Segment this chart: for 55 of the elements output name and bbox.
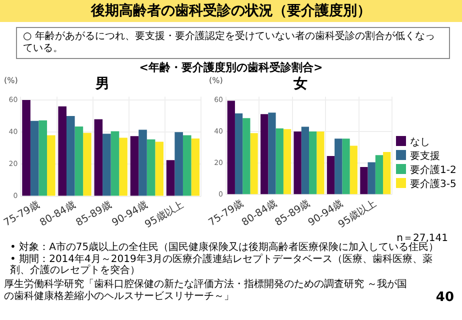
bar	[146, 139, 156, 196]
bar	[375, 155, 384, 194]
bar	[130, 136, 139, 196]
bar	[234, 113, 243, 194]
bar	[283, 129, 292, 194]
bar	[368, 162, 376, 194]
text: • 対象：A市の75歳以上の全住民（国民健康保険又は後期高齢者医療保険に加入している住民）	[10, 242, 439, 254]
bar	[74, 126, 84, 196]
bar	[383, 152, 391, 194]
bar	[94, 119, 103, 196]
bar	[174, 132, 183, 196]
text: ○ 年齢があがるにつれ、要支援・要介護認定を受けていない者の歯科受診の割合が低くなっている。	[16, 27, 450, 59]
bar	[316, 132, 324, 194]
bar	[155, 142, 164, 196]
bar	[301, 126, 310, 194]
legend-label: 要介護1-2	[410, 165, 456, 176]
bar	[268, 112, 276, 194]
bar	[119, 138, 128, 196]
bar	[191, 138, 200, 196]
bar	[22, 100, 30, 196]
bar	[227, 100, 235, 194]
bar	[47, 135, 56, 196]
legend-label: 要支援	[410, 151, 440, 162]
bar	[182, 135, 192, 196]
text: • 期間：2014年4月～2019年3月の医療介護連結レセプトデータベース（医療、歯科医療、薬剤、介護のレセプトを突合）	[10, 254, 434, 276]
bar	[309, 132, 317, 194]
text: 後期高齢者の歯科受診の状況（要介護度別）	[0, 0, 462, 22]
bar	[350, 146, 358, 194]
chart-title: 男	[94, 76, 110, 92]
bar	[294, 132, 302, 194]
bar	[342, 138, 350, 194]
legend-label: 要介護3-5	[410, 179, 456, 190]
bar	[326, 156, 335, 194]
bar	[38, 120, 48, 196]
bar	[242, 118, 250, 194]
bar	[66, 116, 75, 196]
bar	[83, 132, 92, 196]
bar	[260, 114, 268, 194]
text: 厚生労働科学研究「歯科口腔保健の新たな評価方法・指標開発のための調査研究 ～我が国の歯科健康格差縮小のヘルスサービスリサーチ～」	[4, 279, 408, 302]
bar	[334, 138, 342, 194]
bar	[58, 106, 66, 196]
bar	[138, 130, 147, 196]
chart-title: 女	[292, 76, 308, 92]
y-axis-title: (%)	[4, 76, 18, 85]
text: <年齢・要介護度別の歯科受診割合>	[138, 60, 324, 75]
bar	[166, 160, 175, 196]
legend-label: なし	[410, 137, 430, 148]
y-axis-title: (%)	[209, 76, 223, 85]
text: 40	[436, 290, 454, 305]
bar	[360, 167, 368, 194]
bar	[102, 134, 111, 196]
bar	[276, 128, 284, 194]
bar	[250, 133, 258, 194]
bar	[110, 131, 120, 196]
bar	[30, 120, 39, 196]
